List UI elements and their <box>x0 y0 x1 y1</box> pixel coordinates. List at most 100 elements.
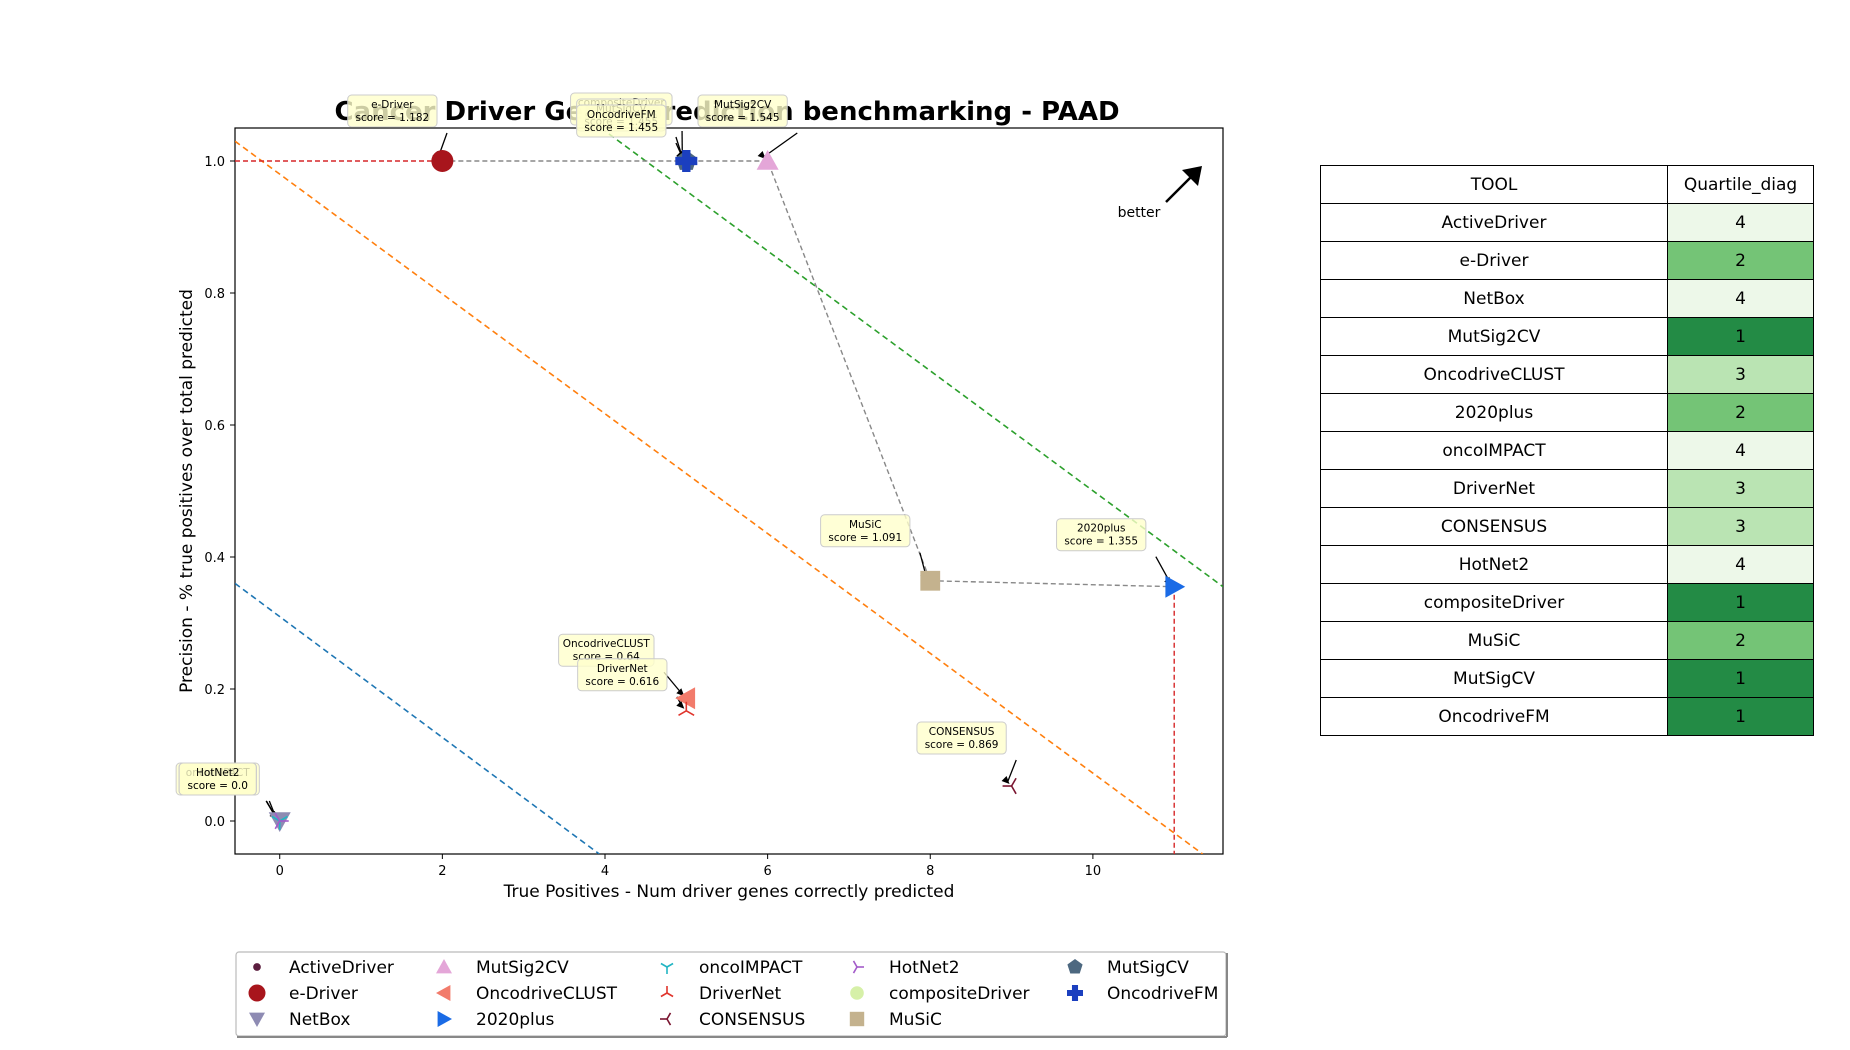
legend-entry-label: OncodriveCLUST <box>476 984 618 1004</box>
svg-text:OncodriveCLUST: OncodriveCLUST <box>563 638 651 650</box>
better-label: better <box>1118 205 1161 221</box>
data-point-hotnet2 <box>274 812 289 830</box>
table-row: OncodriveCLUST 3 <box>1320 355 1814 394</box>
data-point-consensus <box>1002 777 1017 795</box>
table-row: e-Driver 2 <box>1320 241 1814 280</box>
legend-entry-label: compositeDriver <box>889 984 1030 1004</box>
data-point-music <box>920 570 941 591</box>
y-tick-label: 0.8 <box>204 287 225 302</box>
legend-entry-label: HotNet2 <box>889 958 960 978</box>
table-cell-tool: OncodriveFM <box>1320 697 1668 736</box>
legend-marker-2020plus <box>437 1011 452 1027</box>
legend-marker-e-driver <box>248 984 266 1002</box>
svg-text:2020plus: 2020plus <box>1077 523 1125 535</box>
table-cell-quartile: 1 <box>1667 697 1814 736</box>
legend-marker-mutsigcv <box>1067 959 1083 974</box>
y-tick-label: 0.0 <box>204 815 225 830</box>
table-cell-quartile: 3 <box>1667 355 1814 394</box>
svg-text:score = 1.091: score = 1.091 <box>828 532 902 544</box>
table-row: MuSiC 2 <box>1320 621 1814 660</box>
table-row: ActiveDriver 4 <box>1320 203 1814 242</box>
legend-marker-oncodrivefm <box>1067 985 1083 1001</box>
x-tick-label: 2 <box>438 864 446 879</box>
better-arrow: better <box>1118 166 1202 221</box>
legend-marker-music <box>849 1011 865 1027</box>
svg-text:e-Driver: e-Driver <box>371 99 414 111</box>
legend-marker-drivernet <box>660 986 674 998</box>
svg-text:OncodriveFM: OncodriveFM <box>587 109 656 121</box>
quartile-diagonal-line <box>600 128 1223 588</box>
legend-marker-consensus <box>660 1012 672 1026</box>
legend-entry-label: ActiveDriver <box>289 958 394 978</box>
data-point-oncodriveclust <box>675 687 696 710</box>
x-tick-label: 6 <box>763 864 771 879</box>
table-row: NetBox 4 <box>1320 279 1814 318</box>
legend-entry-label: CONSENSUS <box>699 1010 805 1030</box>
legend-entry-label: MutSig2CV <box>476 958 569 978</box>
y-axis-label: Precision - % true positives over total … <box>177 289 197 693</box>
legend-entry-label: oncoIMPACT <box>699 958 803 978</box>
svg-text:score = 1.455: score = 1.455 <box>584 122 658 134</box>
table-cell-tool: e-Driver <box>1320 241 1668 280</box>
table-row: 2020plus 2 <box>1320 393 1814 432</box>
quartile-diagonal-line <box>235 140 1204 854</box>
table-cell-tool: 2020plus <box>1320 393 1668 432</box>
svg-text:DriverNet: DriverNet <box>597 663 648 675</box>
table-header-quartile: Quartile_diag <box>1667 165 1814 204</box>
legend-marker-oncodriveclust <box>436 985 451 1001</box>
svg-text:MuSiC: MuSiC <box>849 519 882 531</box>
legend-marker-netbox <box>249 1012 265 1027</box>
table-row: CONSENSUS 3 <box>1320 507 1814 546</box>
table-cell-tool: MutSigCV <box>1320 659 1668 698</box>
legend-marker-activedriver <box>253 963 261 971</box>
table-cell-quartile: 4 <box>1667 203 1814 242</box>
y-tick-label: 1.0 <box>204 155 225 170</box>
x-tick-label: 0 <box>276 864 284 879</box>
table-cell-tool: compositeDriver <box>1320 583 1668 622</box>
legend-marker-oncoimpact <box>660 962 674 974</box>
table-cell-tool: NetBox <box>1320 279 1668 318</box>
x-tick-label: 8 <box>926 864 934 879</box>
svg-text:HotNet2: HotNet2 <box>196 767 240 779</box>
legend-entry-label: MutSigCV <box>1107 958 1189 978</box>
table-cell-tool: DriverNet <box>1320 469 1668 508</box>
table-cell-tool: ActiveDriver <box>1320 203 1668 242</box>
legend-marker-compositedriver <box>850 986 864 1000</box>
svg-text:score = 1.545: score = 1.545 <box>706 112 780 124</box>
table-cell-quartile: 1 <box>1667 583 1814 622</box>
legend-marker-mutsig2cv <box>436 959 452 974</box>
data-point-oncodrivefm <box>675 150 698 172</box>
svg-text:score = 1.182: score = 1.182 <box>355 112 429 124</box>
svg-text:score = 0.869: score = 0.869 <box>925 739 999 751</box>
x-tick-label: 4 <box>601 864 609 879</box>
table-cell-tool: OncodriveCLUST <box>1320 355 1668 394</box>
table-header-row: TOOL Quartile_diag <box>1320 165 1814 204</box>
table-row: DriverNet 3 <box>1320 469 1814 508</box>
table-row: MutSigCV 1 <box>1320 659 1814 698</box>
legend-entry-label: e-Driver <box>289 984 358 1004</box>
x-axis-label: True Positives - Num driver genes correc… <box>503 882 955 902</box>
table-row: compositeDriver 1 <box>1320 583 1814 622</box>
table-cell-tool: MutSig2CV <box>1320 317 1668 356</box>
quartile-table: TOOL Quartile_diag ActiveDriver 4 e-Driver… <box>1320 165 1814 736</box>
legend-entry-label: OncodriveFM <box>1107 984 1218 1004</box>
table-cell-tool: MuSiC <box>1320 621 1668 660</box>
y-tick-label: 0.6 <box>204 419 225 434</box>
legend-entry-label: MuSiC <box>889 1010 942 1030</box>
data-point-2020plus <box>1165 575 1186 598</box>
table-cell-quartile: 4 <box>1667 279 1814 318</box>
table-cell-tool: CONSENSUS <box>1320 507 1668 546</box>
table-cell-quartile: 1 <box>1667 317 1814 356</box>
table-cell-quartile: 3 <box>1667 507 1814 546</box>
svg-text:CONSENSUS: CONSENSUS <box>929 726 995 738</box>
table-cell-quartile: 2 <box>1667 621 1814 660</box>
data-point-drivernet <box>678 701 695 716</box>
table-cell-tool: HotNet2 <box>1320 545 1668 584</box>
svg-text:score = 0.0: score = 0.0 <box>188 780 248 792</box>
